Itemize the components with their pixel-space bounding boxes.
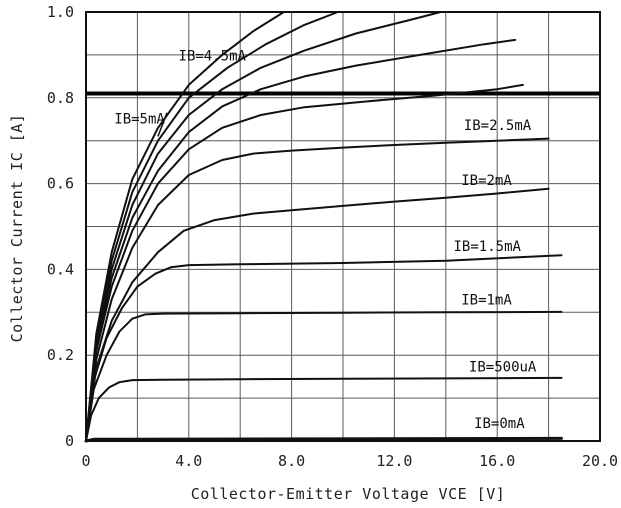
axes <box>85 11 601 442</box>
curve-label: IB=2mA <box>461 173 512 189</box>
series-line-ib-1-5ma <box>85 254 563 442</box>
series-line-ib-0ma <box>84 436 563 443</box>
x-tick-label: 0 <box>81 452 90 470</box>
y-tick-label: 0.6 <box>47 175 74 193</box>
curve-label: IB=2.5mA <box>464 118 532 134</box>
series-line-ib-4ma <box>85 11 442 442</box>
series-line-ib-3ma <box>85 83 524 442</box>
curve-label: IB=1.5mA <box>454 239 522 255</box>
y-tick-label: 0.4 <box>47 260 74 278</box>
series-line-ib-4-5ma <box>85 11 339 442</box>
series-group <box>84 11 563 443</box>
y-axis-title: Collector Current IC [A] <box>8 114 26 343</box>
label-leader-line <box>157 112 168 137</box>
x-axis-title: Collector-Emitter Voltage VCE [V] <box>191 485 506 503</box>
x-tick-label: 20.0 <box>582 452 618 470</box>
series-line-ib-5ma <box>85 11 285 442</box>
series-line-ib-2-5ma <box>85 137 550 442</box>
series-line-ib-2ma <box>85 187 550 442</box>
series-line-ib-500ua <box>85 376 563 442</box>
y-tick-label: 0 <box>65 432 74 450</box>
series-line-ib-1ma <box>85 310 563 442</box>
x-tick-label: 12.0 <box>376 452 412 470</box>
curve-labels: IB=4.5mA IB=5mA IB=2.5mA IB=2mA IB=1.5mA IB=1… <box>114 48 537 432</box>
x-tick-label: 4.0 <box>175 452 202 470</box>
y-tick-label: 1.0 <box>47 3 74 21</box>
curve-label: IB=1mA <box>461 293 512 309</box>
series-line-ib-3-5ma <box>85 38 517 442</box>
x-tick-label: 16.0 <box>479 452 515 470</box>
curve-label: IB=500uA <box>469 360 537 376</box>
curve-label: IB=4.5mA <box>179 48 247 64</box>
x-tick-label: 8.0 <box>278 452 305 470</box>
grid <box>86 12 600 441</box>
y-tick-label: 0.2 <box>47 346 74 364</box>
tick-labels: 0 4.0 8.0 12.0 16.0 20.0 0 0.2 0.4 0.6 0.8 1.0 <box>47 3 618 470</box>
curve-label: IB=5mA <box>114 112 165 128</box>
plot-frame <box>85 11 601 442</box>
y-tick-label: 0.8 <box>47 89 74 107</box>
curve-label: IB=0mA <box>474 416 525 432</box>
